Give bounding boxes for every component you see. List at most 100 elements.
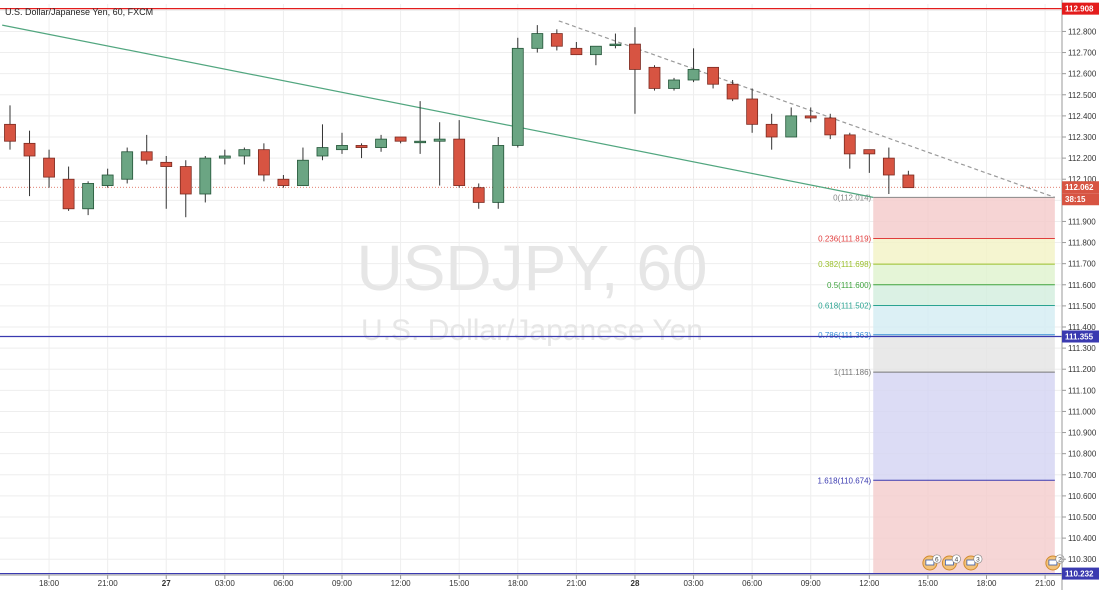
candle (355, 143, 368, 159)
watermark-name: U.S. Dollar/Japanese Yen (361, 314, 703, 347)
candle-body (43, 157, 55, 178)
price-tick-label: 110.600 (1068, 492, 1097, 501)
candle-body (297, 159, 309, 186)
event-count-badge (932, 554, 942, 564)
price-tick-label: 111.400 (1068, 323, 1096, 332)
time-tick-label: 12:00 (859, 579, 880, 588)
candle (804, 107, 817, 123)
candle (882, 147, 895, 194)
trendlines[interactable] (2, 20, 1056, 198)
candle-body (101, 174, 114, 186)
time-tick-label: 18:00 (39, 579, 60, 588)
time-tick-label: 06:00 (273, 579, 294, 588)
price-tick-label: 110.900 (1068, 429, 1097, 438)
candle (62, 166, 75, 211)
candle (453, 120, 466, 188)
candle-body (902, 174, 915, 189)
candle-body (590, 45, 602, 56)
blue-level-label: 111.355 (1065, 333, 1094, 342)
candle (160, 156, 173, 209)
candle-body (668, 79, 680, 89)
dashed-trendline[interactable] (558, 20, 1056, 198)
event-marker[interactable]: 6 (922, 554, 942, 571)
bottom-level-label: 110.232 (1065, 570, 1094, 579)
fib-level-label: 0(112.014) (833, 193, 871, 202)
time-tick-label: 15:00 (918, 579, 939, 588)
candle (336, 132, 348, 154)
fib-zone (873, 264, 1055, 285)
price-badges: 112.908 111.355 110.232 112.062 38:15 (1062, 2, 1099, 580)
candle (765, 113, 778, 150)
fib-level-label: 0.236(111.819) (818, 235, 871, 244)
candle (707, 66, 719, 89)
candle-body (453, 138, 466, 186)
price-axis[interactable]: 112.900112.800112.700112.600112.500112.4… (1061, 0, 1097, 590)
candle (414, 101, 427, 154)
green-trendline[interactable] (2, 24, 874, 198)
candle (902, 170, 915, 189)
candle-body (472, 187, 485, 203)
candle (843, 132, 856, 169)
price-tick-label: 111.300 (1068, 344, 1096, 353)
time-tick-label: 18:00 (508, 579, 529, 588)
candle-body (882, 157, 895, 176)
event-markers[interactable]: 6 4 3 2 (922, 554, 1065, 571)
fib-level-label: 0.382(111.698) (818, 260, 871, 269)
candle-body (336, 145, 348, 151)
candle-body (785, 115, 798, 138)
candle (531, 25, 544, 53)
countdown-badge (1062, 193, 1099, 206)
candle (492, 137, 505, 209)
red-level-label: 112.908 (1065, 5, 1094, 14)
candle-body (511, 47, 524, 146)
fib-zone (873, 305, 1055, 335)
candle (668, 77, 680, 91)
fib-level-label: 0.618(111.502) (818, 301, 871, 310)
candle-body (609, 43, 622, 47)
time-tick-label: 12:00 (391, 579, 412, 588)
candle-body (394, 136, 407, 142)
price-tick-label: 110.500 (1068, 513, 1097, 522)
candle-body (433, 138, 446, 142)
candle-body (863, 149, 876, 155)
time-tick-label: 03:00 (684, 579, 705, 588)
candle-body (648, 66, 661, 89)
event-count: 4 (955, 557, 959, 564)
candle (121, 147, 134, 184)
fib-zone (873, 284, 1055, 306)
horizontal-lines[interactable] (0, 8, 1062, 575)
candles (4, 25, 915, 218)
price-tick-label: 110.300 (1068, 555, 1097, 564)
event-marker[interactable]: 4 (941, 554, 961, 571)
candle-body (257, 149, 270, 176)
price-tick-label: 112.200 (1068, 154, 1097, 163)
candle-body (316, 147, 329, 157)
price-tick-label: 112.100 (1068, 175, 1097, 184)
candle-body (4, 123, 16, 142)
time-tick-label: 15:00 (449, 579, 470, 588)
event-marker[interactable]: 3 (963, 554, 983, 571)
candle (297, 147, 309, 186)
time-tick-label: 09:00 (801, 579, 822, 588)
time-axis[interactable]: 18:00 21:00 27 03:00 06:00 09:00 12:00 15:00 18:… (0, 574, 1099, 588)
price-tick-label: 111.800 (1068, 239, 1096, 248)
price-tick-label: 112.800 (1068, 27, 1097, 36)
price-tick-label: 112.400 (1068, 112, 1097, 121)
fib-level-label: 1.618(110.674) (818, 476, 872, 485)
candle (43, 149, 55, 188)
candle-body (629, 43, 641, 70)
fibonacci-retracement[interactable]: 0(112.014) 0.236(111.819) 0.382(111.698) 0.… (818, 193, 1055, 574)
price-tick-label: 110.800 (1068, 450, 1097, 459)
watermark-symbol: USDJPY, 60 (357, 232, 708, 304)
candle-body (492, 145, 505, 203)
candle-body (82, 183, 95, 210)
time-tick-label: 06:00 (742, 579, 763, 588)
candle (590, 45, 602, 66)
candle (257, 143, 270, 182)
price-tick-label: 111.000 (1068, 407, 1096, 416)
price-tick-label: 110.400 (1068, 534, 1097, 543)
event-count-badge (951, 554, 961, 564)
fib-zone (873, 480, 1055, 574)
candle (687, 48, 700, 83)
